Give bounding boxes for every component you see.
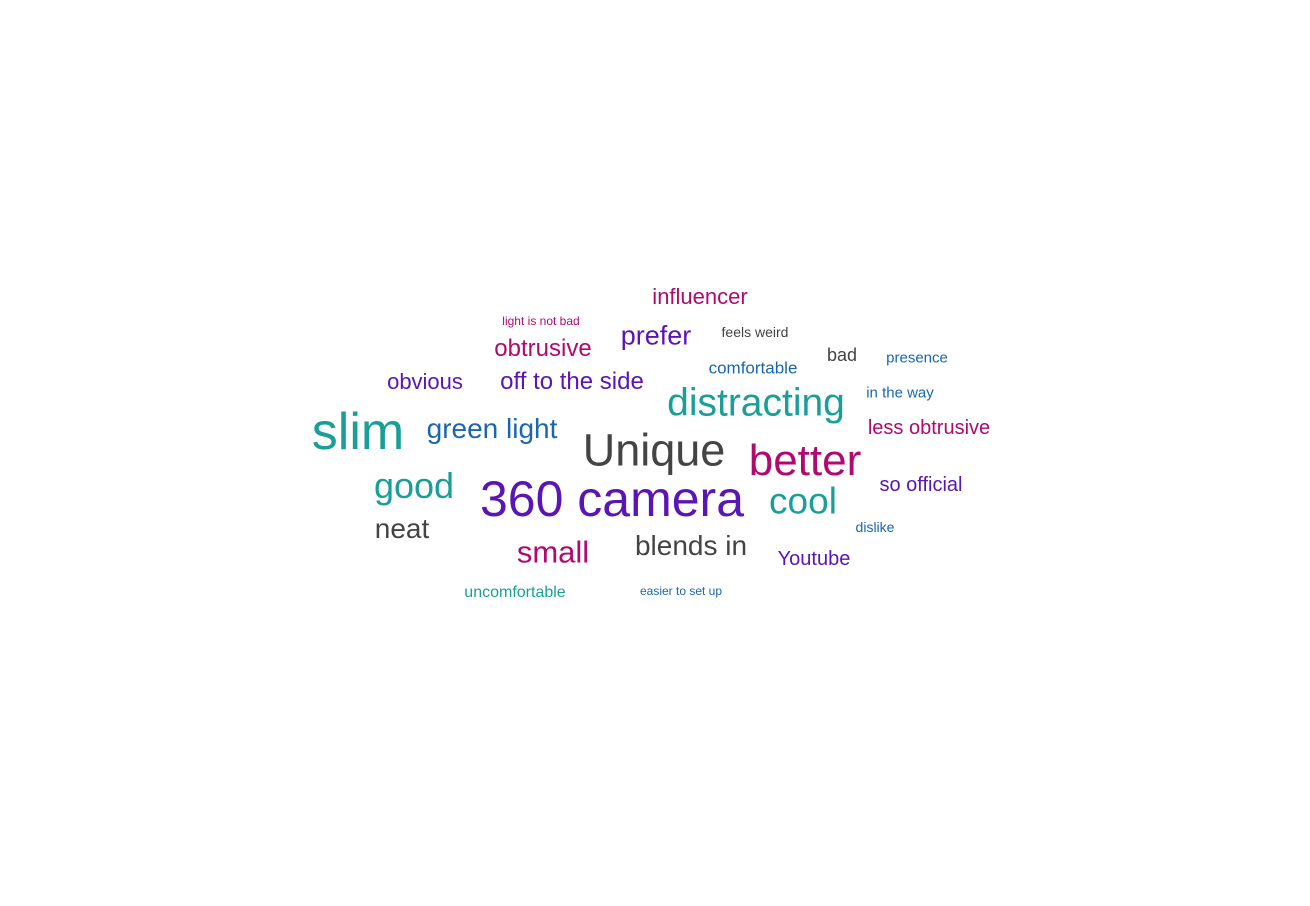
word-small: small [516,534,590,570]
word-good: good [373,465,455,506]
word-feels-weird: feels weird [721,324,789,340]
word-distracting: distracting [667,381,845,425]
word-dislike: dislike [855,519,895,535]
word-blends-in: blends in [634,530,748,561]
word-cool: cool [769,480,837,522]
word-slim: slim [311,403,405,461]
word-360-camera: 360 camera [479,471,745,527]
word-prefer: prefer [620,320,692,351]
word-youtube: Youtube [777,548,851,570]
word-bad: bad [826,345,858,365]
word-better: better [748,436,862,485]
word-so-official: so official [879,474,963,496]
word-uncomfortable: uncomfortable [464,584,566,601]
word-presence: presence [886,349,948,367]
word-light-is-not-bad: light is not bad [502,314,580,328]
word-obtrusive: obtrusive [494,335,592,362]
word-comfortable: comfortable [708,358,798,378]
word-obvious: obvious [387,369,463,394]
word-less-obtrusive: less obtrusive [867,417,991,439]
word-green-light: green light [426,413,558,444]
word-neat: neat [374,513,430,544]
word-influencer: influencer [652,284,748,309]
word-off-to-the-side: off to the side [500,368,644,395]
word-easier-to-set-up: easier to set up [639,584,723,598]
word-unique: Unique [582,424,726,476]
word-in-the-way: in the way [866,384,934,402]
